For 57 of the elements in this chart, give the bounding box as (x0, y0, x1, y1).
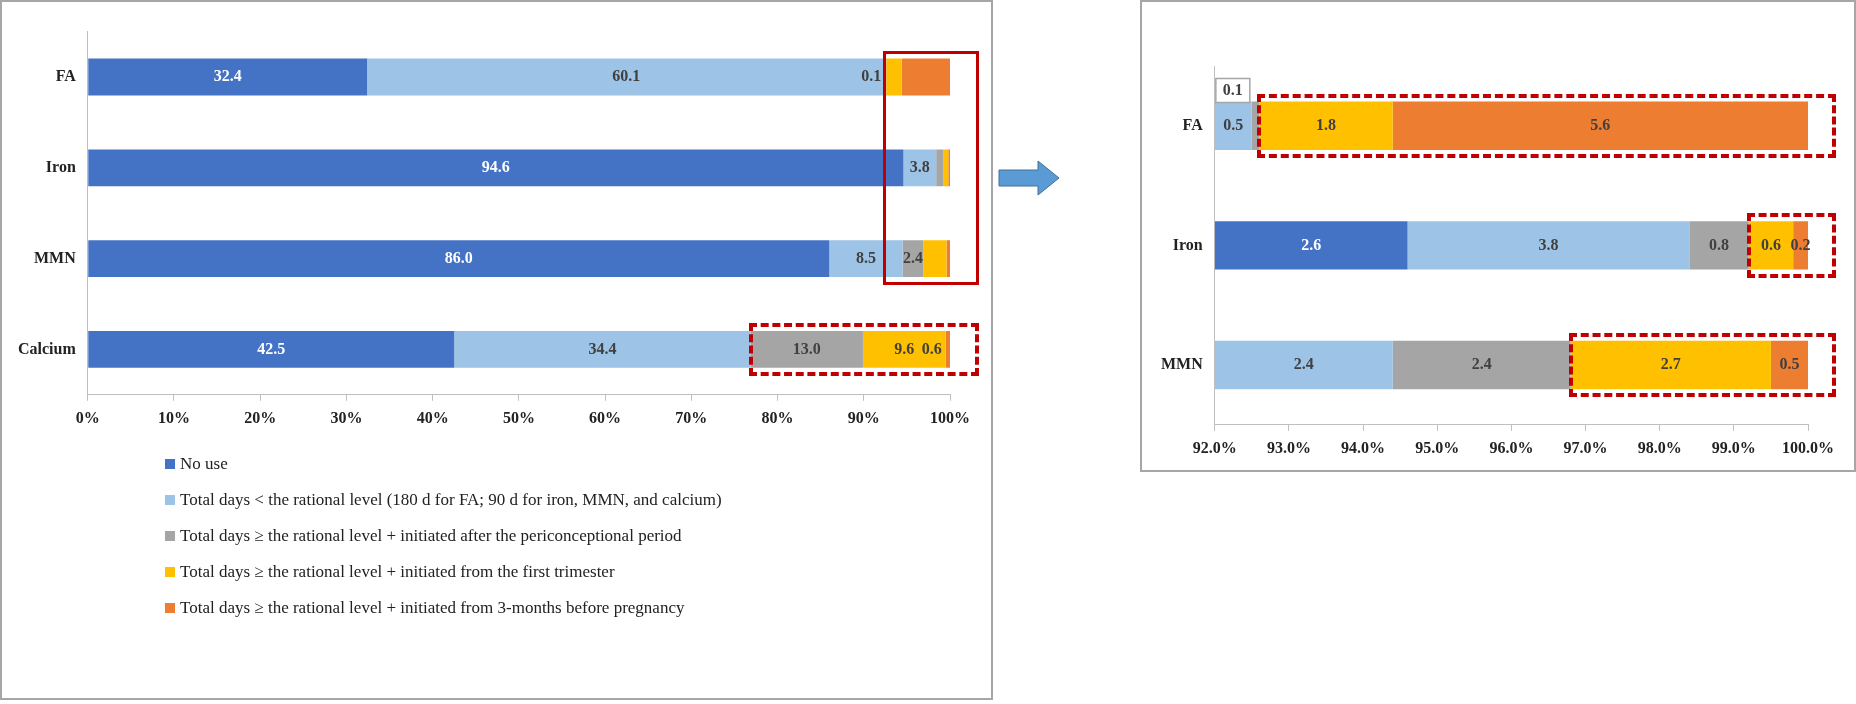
x-tick-label: 10% (158, 408, 190, 426)
legend-label: Total days ≥ the rational level + initiated from 3-months before pregnancy (180, 598, 685, 618)
legend-label: No use (180, 454, 228, 474)
data-label: 8.5 (855, 248, 876, 266)
data-label: 42.5 (257, 339, 286, 357)
data-label: 2.4 (1293, 355, 1314, 373)
data-label: 0.1 (1222, 80, 1243, 98)
x-tick-label: 50% (502, 408, 535, 426)
legend-label: Total days ≥ the rational level + initiated after the periconceptional period (180, 526, 682, 546)
data-label: 1.8 (1315, 115, 1336, 133)
y-tick-label: Iron (45, 157, 76, 175)
data-label: 2.4 (902, 248, 923, 266)
x-tick-label: 93.0% (1266, 438, 1311, 456)
x-tick-label: 99.0% (1711, 438, 1756, 456)
data-label: 0.8 (1709, 235, 1730, 253)
x-tick-label: 30% (330, 408, 363, 426)
x-tick-label: 92.0% (1192, 438, 1237, 456)
y-tick-label: Calcium (17, 339, 77, 357)
x-tick-label: 94.0% (1341, 438, 1386, 456)
data-label: 3.8 (1538, 235, 1559, 253)
y-tick-label: MMN (34, 248, 77, 266)
data-label: 94.6 (481, 157, 510, 175)
data-label: 2.6 (1301, 235, 1322, 253)
data-label: 2.4 (1471, 355, 1492, 373)
x-tick-label: 96.0% (1489, 438, 1534, 456)
data-label: 3.8 (909, 157, 930, 175)
x-tick-label: 98.0% (1637, 438, 1682, 456)
data-label: 86.0 (444, 248, 473, 266)
data-label: 60.1 (612, 67, 641, 85)
data-label: 34.4 (588, 339, 617, 357)
data-label: 0.1 (861, 67, 882, 85)
x-tick-label: 40% (416, 408, 449, 426)
legend-label: Total days < the rational level (180 d for FA; 90 d for iron, MMN, and calcium) (180, 490, 722, 510)
y-tick-label: FA (55, 67, 77, 85)
data-label: 32.4 (213, 67, 242, 85)
data-label: 0.6 (1760, 235, 1781, 253)
data-label: 0.5 (1223, 115, 1244, 133)
data-label: 2.7 (1660, 355, 1681, 373)
y-tick-label: FA (1182, 115, 1204, 133)
x-tick-label: 100.0% (1782, 438, 1834, 456)
y-tick-label: MMN (1160, 355, 1204, 373)
x-tick-label: 100% (930, 408, 970, 426)
x-tick-label: 90% (847, 408, 880, 426)
legend-label: Total days ≥ the rational level + initiated from the first trimester (180, 562, 615, 582)
x-tick-label: 95.0% (1415, 438, 1460, 456)
x-tick-label: 60% (589, 408, 622, 426)
data-label: 0.5 (1779, 355, 1800, 373)
y-tick-label: Iron (1172, 235, 1203, 253)
x-tick-label: 0% (75, 408, 100, 426)
data-label: 13.0 (792, 339, 821, 357)
data-label: 0.6 (921, 339, 942, 357)
x-tick-label: 97.0% (1563, 438, 1608, 456)
data-label: 5.6 (1590, 115, 1611, 133)
data-label: 9.6 (894, 339, 915, 357)
x-tick-label: 20% (244, 408, 277, 426)
x-tick-label: 80% (761, 408, 794, 426)
x-tick-label: 70% (675, 408, 708, 426)
